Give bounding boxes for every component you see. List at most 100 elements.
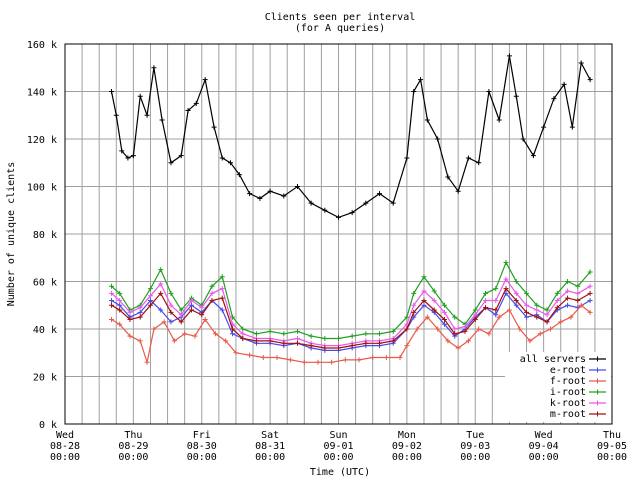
data-point [587, 290, 593, 296]
data-point [476, 160, 482, 166]
data-point [551, 96, 557, 102]
data-point [472, 312, 478, 318]
data-point [465, 155, 471, 161]
data-point [336, 336, 341, 341]
series-f-root [108, 302, 593, 365]
data-point [544, 312, 550, 318]
data-point [587, 283, 593, 289]
data-point [336, 214, 341, 220]
data-point [151, 65, 157, 71]
data-point [168, 302, 174, 308]
data-point [188, 298, 194, 303]
data-point [506, 53, 512, 59]
data-point [193, 100, 199, 106]
x-tick-label: 00:00 [255, 452, 285, 463]
data-point [472, 317, 478, 322]
data-point [267, 338, 273, 344]
x-tick-label: 00:00 [323, 452, 353, 463]
y-tick-label: 160 k [27, 40, 57, 51]
data-point [513, 298, 519, 303]
data-point [513, 93, 519, 99]
data-point [431, 298, 437, 303]
data-point [288, 357, 294, 363]
data-point [137, 314, 143, 320]
data-point [336, 345, 341, 351]
data-point [370, 355, 376, 360]
x-tick-label: 09-04 [529, 441, 559, 452]
data-point [223, 338, 229, 344]
data-point [404, 326, 410, 332]
data-point [472, 307, 478, 313]
x-tick-label: 00:00 [460, 452, 490, 463]
data-point [424, 314, 430, 320]
data-point [294, 336, 300, 341]
x-tick-label: 09-03 [460, 441, 490, 452]
data-point [455, 345, 461, 351]
data-point [377, 340, 383, 346]
data-point [513, 279, 519, 284]
data-point [168, 160, 174, 166]
data-point [578, 60, 584, 66]
data-point [119, 148, 125, 154]
data-point [441, 317, 447, 322]
data-point [185, 108, 191, 113]
data-point [524, 290, 530, 296]
data-point [202, 317, 208, 322]
data-point [561, 81, 567, 87]
data-point [414, 326, 420, 332]
data-point [356, 357, 362, 363]
legend: all serverse-rootf-rooti-rootk-rootm-roo… [520, 354, 606, 420]
data-point [503, 286, 509, 292]
data-point [178, 319, 184, 325]
data-point [219, 307, 225, 313]
data-point [308, 333, 314, 339]
data-point [524, 309, 530, 315]
x-tick-label: 00:00 [392, 452, 422, 463]
y-tick-label: 80 k [33, 230, 57, 241]
data-point [158, 307, 164, 313]
data-point [281, 193, 287, 199]
data-point [230, 326, 236, 332]
data-point [168, 290, 174, 296]
y-tick-label: 20 k [33, 373, 57, 384]
data-point [452, 331, 458, 337]
data-point [147, 293, 153, 299]
data-point [421, 302, 427, 308]
legend-marker [595, 356, 600, 362]
data-point [363, 331, 369, 337]
x-tick-label: 00:00 [118, 452, 148, 463]
data-point [125, 155, 131, 161]
data-point [117, 302, 123, 308]
series-i-root [108, 260, 593, 341]
data-point [230, 331, 236, 337]
data-point [227, 160, 233, 166]
data-point [182, 331, 188, 337]
data-point [486, 331, 492, 337]
data-point [404, 155, 410, 161]
data-point [537, 331, 543, 337]
data-point [219, 274, 225, 280]
data-point [315, 359, 321, 365]
data-point [441, 321, 447, 327]
data-point [524, 314, 530, 320]
data-point [377, 191, 383, 197]
data-point [161, 319, 167, 325]
data-point [209, 283, 215, 289]
data-point [462, 324, 468, 330]
data-point [554, 298, 560, 303]
data-point [117, 290, 123, 296]
data-point [158, 267, 164, 273]
data-point [554, 290, 560, 296]
data-point [462, 328, 468, 334]
y-axis-label: Number of unique clients [6, 162, 17, 307]
data-point [329, 359, 335, 365]
data-point [441, 309, 447, 315]
data-point [137, 309, 143, 315]
series-m-root [108, 286, 593, 351]
data-point [127, 309, 133, 315]
data-point [493, 298, 499, 303]
x-tick-label: Wed [56, 430, 74, 441]
data-point [267, 188, 273, 194]
data-point [147, 286, 153, 292]
x-tick-label: 09-01 [323, 441, 353, 452]
